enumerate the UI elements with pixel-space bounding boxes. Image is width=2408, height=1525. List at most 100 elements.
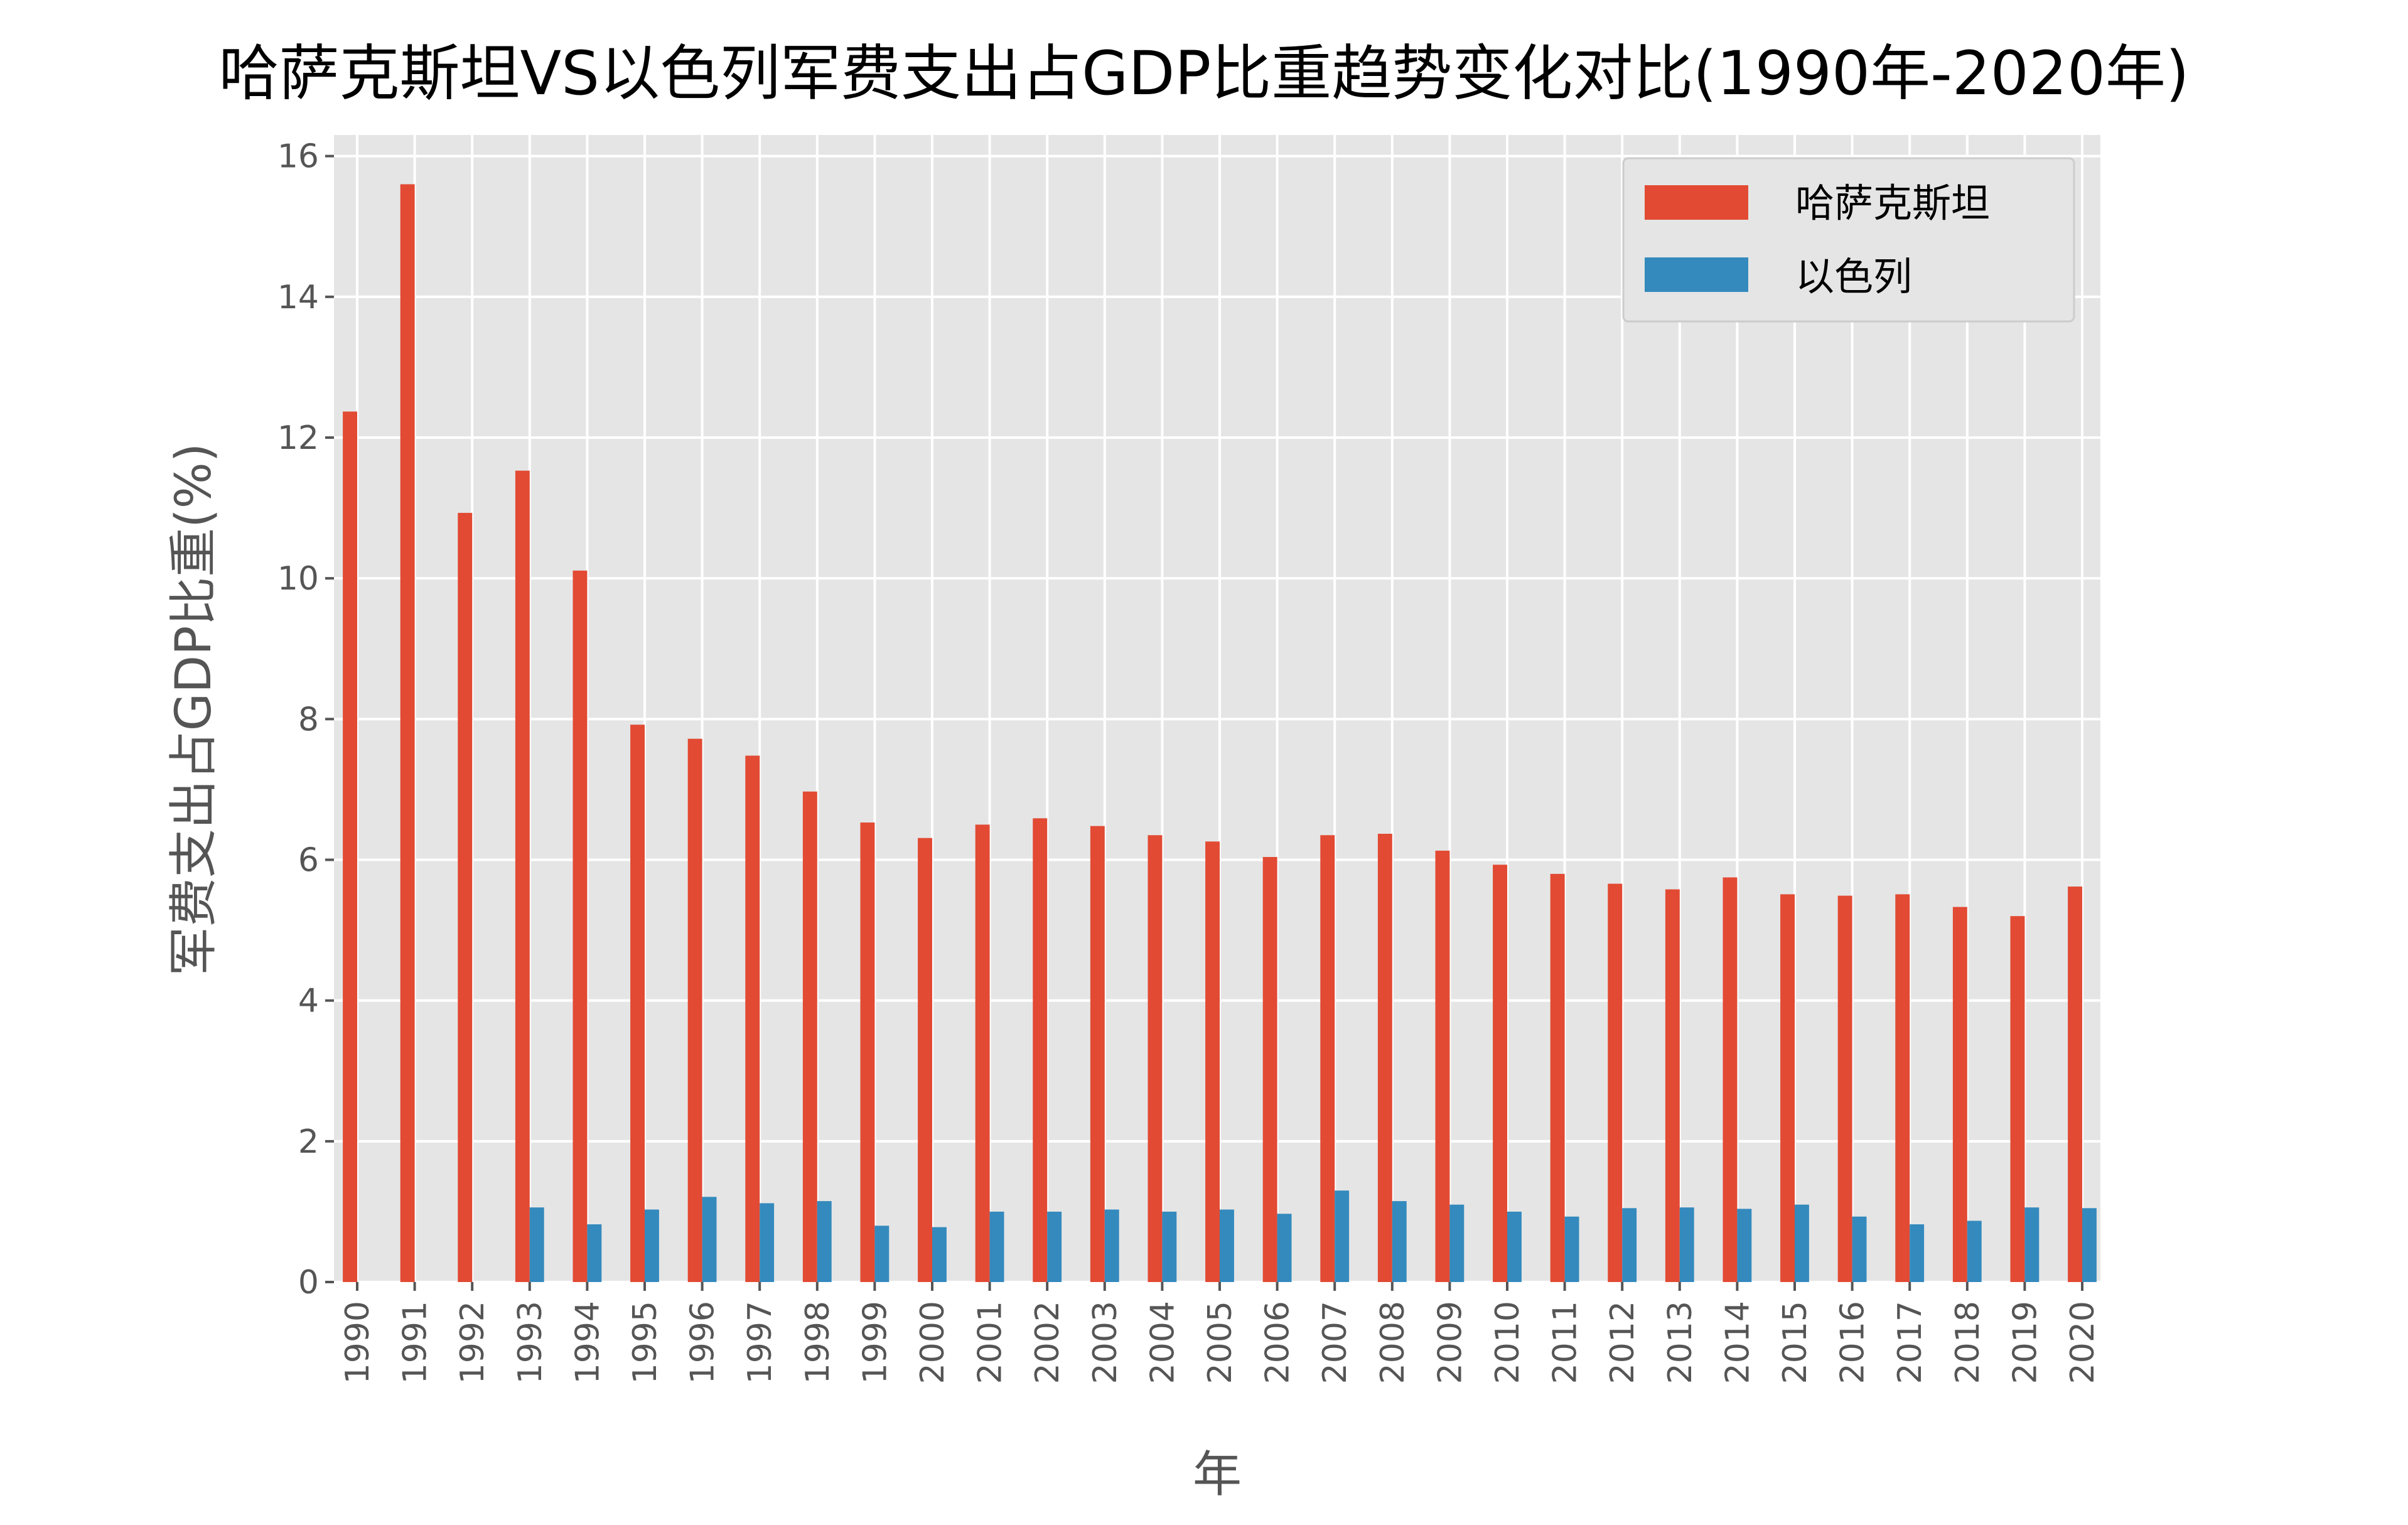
bar-israel (1910, 1224, 1925, 1282)
bar-israel (702, 1197, 717, 1282)
legend-swatch-kazakhstan (1645, 185, 1748, 220)
bar-israel (874, 1226, 890, 1282)
bar-israel (1564, 1216, 1579, 1282)
bar-israel (989, 1211, 1004, 1282)
bar-kazakhstan (515, 470, 530, 1283)
bar-israel (1679, 1207, 1694, 1282)
bar-kazakhstan (1665, 889, 1680, 1282)
x-tick-label: 2006 (1259, 1301, 1297, 1384)
x-tick-label: 1992 (454, 1301, 492, 1384)
x-tick-label: 1991 (397, 1301, 434, 1384)
x-tick-label: 1997 (741, 1301, 779, 1384)
y-tick-label: 8 (298, 701, 319, 738)
bar-kazakhstan (1205, 841, 1220, 1282)
x-tick-label: 2015 (1776, 1301, 1814, 1384)
bar-israel (760, 1203, 775, 1282)
bar-israel (587, 1224, 602, 1282)
bar-israel (529, 1207, 544, 1282)
x-tick-label: 1993 (512, 1301, 549, 1384)
x-tick-label: 1995 (626, 1301, 664, 1384)
bar-kazakhstan (1090, 826, 1105, 1282)
bar-kazakhstan (572, 570, 588, 1282)
x-tick-label: 2010 (1489, 1301, 1527, 1384)
bar-kazakhstan (1837, 895, 1852, 1282)
bar-kazakhstan (860, 822, 875, 1282)
x-tick-label: 2004 (1144, 1301, 1181, 1384)
y-tick-label: 16 (277, 138, 319, 176)
bars (343, 184, 2097, 1283)
x-tick-label: 2005 (1201, 1301, 1239, 1384)
x-tick-label: 1999 (856, 1301, 894, 1384)
x-tick-label: 2002 (1029, 1301, 1067, 1384)
bar-kazakhstan (2010, 916, 2025, 1282)
bar-israel (2082, 1208, 2097, 1282)
bar-israel (1392, 1201, 1407, 1282)
legend-label-kazakhstan: 哈萨克斯坦 (1795, 180, 1990, 226)
bar-israel (932, 1227, 947, 1282)
bar-israel (1449, 1204, 1465, 1282)
x-tick-label: 2007 (1316, 1301, 1354, 1384)
bar-israel (2024, 1207, 2040, 1282)
x-tick-label: 1994 (569, 1301, 606, 1384)
legend-swatch-israel (1645, 257, 1748, 292)
bar-kazakhstan (1262, 857, 1277, 1282)
x-tick-label: 2020 (2064, 1301, 2102, 1384)
y-tick-label: 6 (298, 841, 319, 879)
bar-kazakhstan (802, 791, 817, 1282)
x-tick-label: 2017 (1891, 1301, 1929, 1384)
chart-title: 哈萨克斯坦VS以色列军费支出占GDP比重趋势变化对比(1990年-2020年) (219, 38, 2190, 109)
y-tick-label: 14 (277, 279, 319, 316)
bar-kazakhstan (975, 824, 990, 1282)
bar-kazakhstan (918, 838, 932, 1282)
bar-kazakhstan (630, 725, 645, 1282)
bar-israel (1737, 1209, 1752, 1282)
y-tick-label: 2 (298, 1123, 319, 1161)
y-tick-label: 12 (277, 419, 319, 457)
y-tick-label: 0 (298, 1264, 319, 1301)
bar-kazakhstan (1320, 835, 1335, 1282)
x-tick-label: 2014 (1719, 1301, 1756, 1384)
bar-israel (645, 1209, 659, 1282)
bar-israel (1507, 1211, 1522, 1282)
bar-israel (1220, 1209, 1234, 1282)
x-tick-label: 2011 (1547, 1301, 1584, 1384)
bar-kazakhstan (458, 512, 473, 1282)
x-tick-label: 2013 (1662, 1301, 1699, 1384)
legend: 哈萨克斯坦 以色列 (1622, 157, 2075, 323)
x-tick-label: 1996 (684, 1301, 722, 1384)
bar-kazakhstan (687, 738, 702, 1282)
y-axis-label: 军费支出占GDP比重(%) (166, 443, 222, 976)
bar-kazakhstan (400, 184, 415, 1283)
bar-israel (1104, 1209, 1119, 1282)
bar-kazakhstan (1550, 873, 1565, 1282)
bar-kazakhstan (343, 411, 357, 1282)
legend-label-israel: 以色列 (1795, 254, 1912, 299)
x-axis: 1990 1991 1992 1993 1994 1995 1996 1997 1998 1999… (339, 1282, 2102, 1384)
bar-israel (1335, 1190, 1350, 1282)
y-tick-label: 4 (298, 983, 319, 1020)
x-axis-label: 年 (1193, 1447, 1242, 1503)
bar-israel (1967, 1221, 1982, 1282)
bar-israel (1047, 1211, 1062, 1282)
bar-israel (1162, 1211, 1177, 1282)
bar-kazakhstan (1895, 894, 1910, 1282)
x-tick-label: 2009 (1431, 1301, 1469, 1384)
y-tick-label: 10 (277, 560, 319, 598)
bar-kazakhstan (1148, 835, 1163, 1282)
bar-kazakhstan (1723, 877, 1738, 1282)
y-axis: 0 2 4 6 8 10 12 14 16 (277, 138, 334, 1301)
x-tick-label: 1998 (799, 1301, 837, 1384)
bar-kazakhstan (1493, 865, 1507, 1282)
x-tick-label: 1990 (339, 1301, 377, 1384)
x-tick-label: 2008 (1374, 1301, 1412, 1384)
bar-kazakhstan (1780, 894, 1795, 1282)
x-tick-label: 2019 (2006, 1301, 2044, 1384)
bar-kazakhstan (1608, 883, 1623, 1282)
bar-israel (1277, 1214, 1292, 1282)
x-tick-label: 2003 (1087, 1301, 1124, 1384)
x-tick-label: 2000 (914, 1301, 952, 1384)
bar-kazakhstan (1435, 850, 1450, 1282)
bar-kazakhstan (745, 755, 760, 1282)
bar-israel (817, 1201, 832, 1282)
bar-kazakhstan (1377, 834, 1392, 1282)
